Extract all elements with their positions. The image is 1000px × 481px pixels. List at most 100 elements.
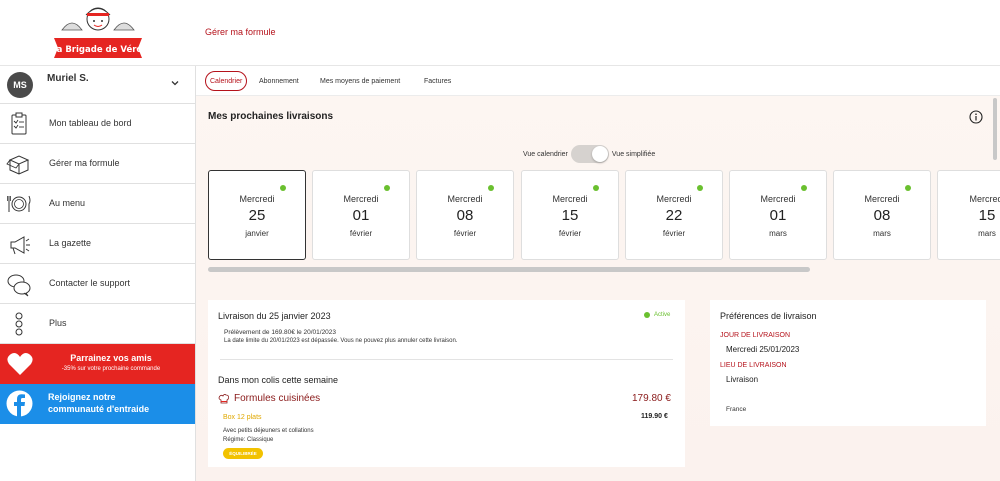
delivery-date-card[interactable]: Mercredi 15 février bbox=[521, 170, 619, 260]
deadline-notice: La date limite du 20/01/2023 est dépassé… bbox=[224, 338, 458, 344]
preferences-title: Préférences de livraison bbox=[720, 311, 817, 321]
tab-invoices[interactable]: Factures bbox=[424, 77, 452, 85]
sidebar-item-label: Gérer ma formule bbox=[49, 158, 120, 168]
tab-payment-methods[interactable]: Mes moyens de paiement bbox=[320, 77, 401, 85]
diet-text: Régime: Classique bbox=[223, 437, 274, 443]
status-dot bbox=[644, 312, 650, 318]
heart-icon bbox=[7, 353, 33, 375]
date-number: 15 bbox=[978, 207, 996, 224]
community-line-2: communauté d'entraide bbox=[48, 404, 150, 414]
sidebar-item-label: La gazette bbox=[49, 238, 92, 248]
avatar: MS bbox=[7, 72, 33, 98]
delivery-date-card[interactable]: Mercredi 01 mars bbox=[729, 170, 827, 260]
sidebar-item-label: Mon tableau de bord bbox=[49, 118, 132, 128]
date-month: mars bbox=[769, 229, 787, 238]
date-month: février bbox=[349, 229, 373, 238]
date-card-inner: Mercredi 15 mars bbox=[938, 171, 1000, 259]
vertical-scrollbar[interactable] bbox=[993, 98, 997, 160]
page-title: Mes prochaines livraisons bbox=[208, 111, 334, 122]
delivery-country: France bbox=[726, 406, 747, 413]
delivery-date-card[interactable]: Mercredi 25 janvier bbox=[208, 170, 306, 260]
box-description: Avec petits déjeuners et collations bbox=[223, 428, 314, 434]
delivery-title: Livraison du 25 janvier 2023 bbox=[218, 311, 331, 321]
status-dot bbox=[593, 185, 599, 191]
date-month: février bbox=[558, 229, 582, 238]
user-menu[interactable]: MS Muriel S. bbox=[0, 66, 195, 104]
sidebar-item-support[interactable]: Contacter le support bbox=[0, 264, 195, 304]
sidebar-item-dashboard[interactable]: Mon tableau de bord bbox=[0, 104, 195, 144]
box-price: 119.90 € bbox=[641, 413, 668, 420]
clipboard-icon bbox=[11, 112, 27, 135]
date-weekday: Mercredi bbox=[343, 194, 379, 204]
box-label: Box 12 plats bbox=[223, 414, 262, 421]
date-number: 01 bbox=[352, 207, 370, 224]
sidebar-item-manage-plan[interactable]: Gérer ma formule bbox=[0, 144, 195, 184]
manage-plan-link[interactable]: Gérer ma formule bbox=[205, 27, 276, 37]
delivery-date-card[interactable]: Mercredi 01 février bbox=[312, 170, 410, 260]
community-line-1: Rejoignez notre bbox=[48, 392, 116, 402]
date-month: février bbox=[453, 229, 477, 238]
chef-hat-icon bbox=[218, 394, 229, 404]
delivery-date-card[interactable]: Mercredi 08 février bbox=[416, 170, 514, 260]
info-icon[interactable] bbox=[969, 110, 983, 124]
sidebar: MS Muriel S. Mon tableau de bord Gérer m… bbox=[0, 66, 196, 481]
sidebar-item-more[interactable]: Plus bbox=[0, 304, 195, 344]
community-promo-button[interactable]: Rejoignez notre communauté d'entraide bbox=[0, 384, 195, 424]
status-dot bbox=[384, 185, 390, 191]
toggle-knob bbox=[591, 146, 608, 162]
delivery-day-label: JOUR DE LIVRAISON bbox=[720, 332, 791, 339]
status-dot bbox=[801, 185, 807, 191]
tab-subscription[interactable]: Abonnement bbox=[259, 77, 299, 85]
delivery-date-card[interactable]: Mercredi 15 mars bbox=[937, 170, 1000, 260]
delivery-place-value: Livraison bbox=[726, 375, 759, 384]
status-dot bbox=[280, 185, 286, 191]
status-badge: Active bbox=[644, 312, 670, 318]
formula-title: Formules cuisinées bbox=[234, 393, 321, 404]
status-dot bbox=[488, 185, 494, 191]
date-weekday: Mercredi bbox=[760, 194, 796, 204]
date-number: 08 bbox=[873, 207, 891, 224]
date-number: 08 bbox=[456, 207, 474, 224]
diet-badge: ÉQUILIBRÉE bbox=[223, 448, 263, 459]
community-text: Rejoignez notre communauté d'entraide bbox=[48, 391, 188, 415]
date-month: janvier bbox=[245, 229, 269, 238]
megaphone-icon bbox=[10, 236, 30, 255]
sidebar-item-gazette[interactable]: La gazette bbox=[0, 224, 195, 264]
box-icon bbox=[6, 155, 30, 175]
date-month: mars bbox=[978, 229, 996, 238]
package-title: Dans mon colis cette semaine bbox=[218, 375, 339, 385]
sidebar-item-label: Plus bbox=[49, 318, 67, 328]
status-dot bbox=[905, 185, 911, 191]
toggle-label-simplified: Vue simplifiée bbox=[611, 150, 656, 158]
chevron-down-icon[interactable] bbox=[170, 78, 180, 88]
view-toggle-switch[interactable] bbox=[570, 145, 609, 163]
date-number: 25 bbox=[248, 207, 266, 224]
date-month: mars bbox=[873, 229, 891, 238]
delivery-day-value: Mercredi 25/01/2023 bbox=[726, 345, 800, 354]
referral-title: Parrainez vos amis bbox=[70, 353, 152, 363]
date-weekday: Mercredi bbox=[447, 194, 483, 204]
view-toggle-row: Vue calendrier Vue simplifiée bbox=[523, 145, 656, 163]
sidebar-item-label: Contacter le support bbox=[49, 278, 131, 288]
date-month: février bbox=[662, 229, 686, 238]
delivery-date-card[interactable]: Mercredi 08 mars bbox=[833, 170, 931, 260]
plate-cutlery-icon bbox=[7, 195, 31, 212]
main-content: Calendrier Abonnement Mes moyens de paie… bbox=[196, 66, 1000, 481]
status-dot bbox=[697, 185, 703, 191]
brand-logo[interactable]: la Brigade de Véro bbox=[48, 2, 148, 62]
top-header: la Brigade de Véro Gérer ma formule bbox=[0, 0, 1000, 66]
sidebar-item-menu[interactable]: Au menu bbox=[0, 184, 195, 224]
tabs-bar: Calendrier Abonnement Mes moyens de paie… bbox=[196, 66, 1000, 96]
status-text: Active bbox=[654, 312, 671, 318]
horizontal-scrollbar[interactable] bbox=[208, 267, 810, 272]
toggle-label-calendar: Vue calendrier bbox=[523, 150, 568, 158]
referral-promo-button[interactable]: Parrainez vos amis -35% sur votre procha… bbox=[0, 344, 195, 384]
delivery-date-card[interactable]: Mercredi 22 février bbox=[625, 170, 723, 260]
chat-bubbles-icon bbox=[7, 274, 31, 297]
date-number: 01 bbox=[769, 207, 787, 224]
date-number: 22 bbox=[665, 207, 683, 224]
tab-calendar[interactable]: Calendrier bbox=[205, 71, 248, 91]
sidebar-item-label: Au menu bbox=[49, 198, 86, 208]
date-weekday: Mercredi bbox=[552, 194, 588, 204]
referral-subtitle: -35% sur votre prochaine commande bbox=[61, 366, 161, 372]
